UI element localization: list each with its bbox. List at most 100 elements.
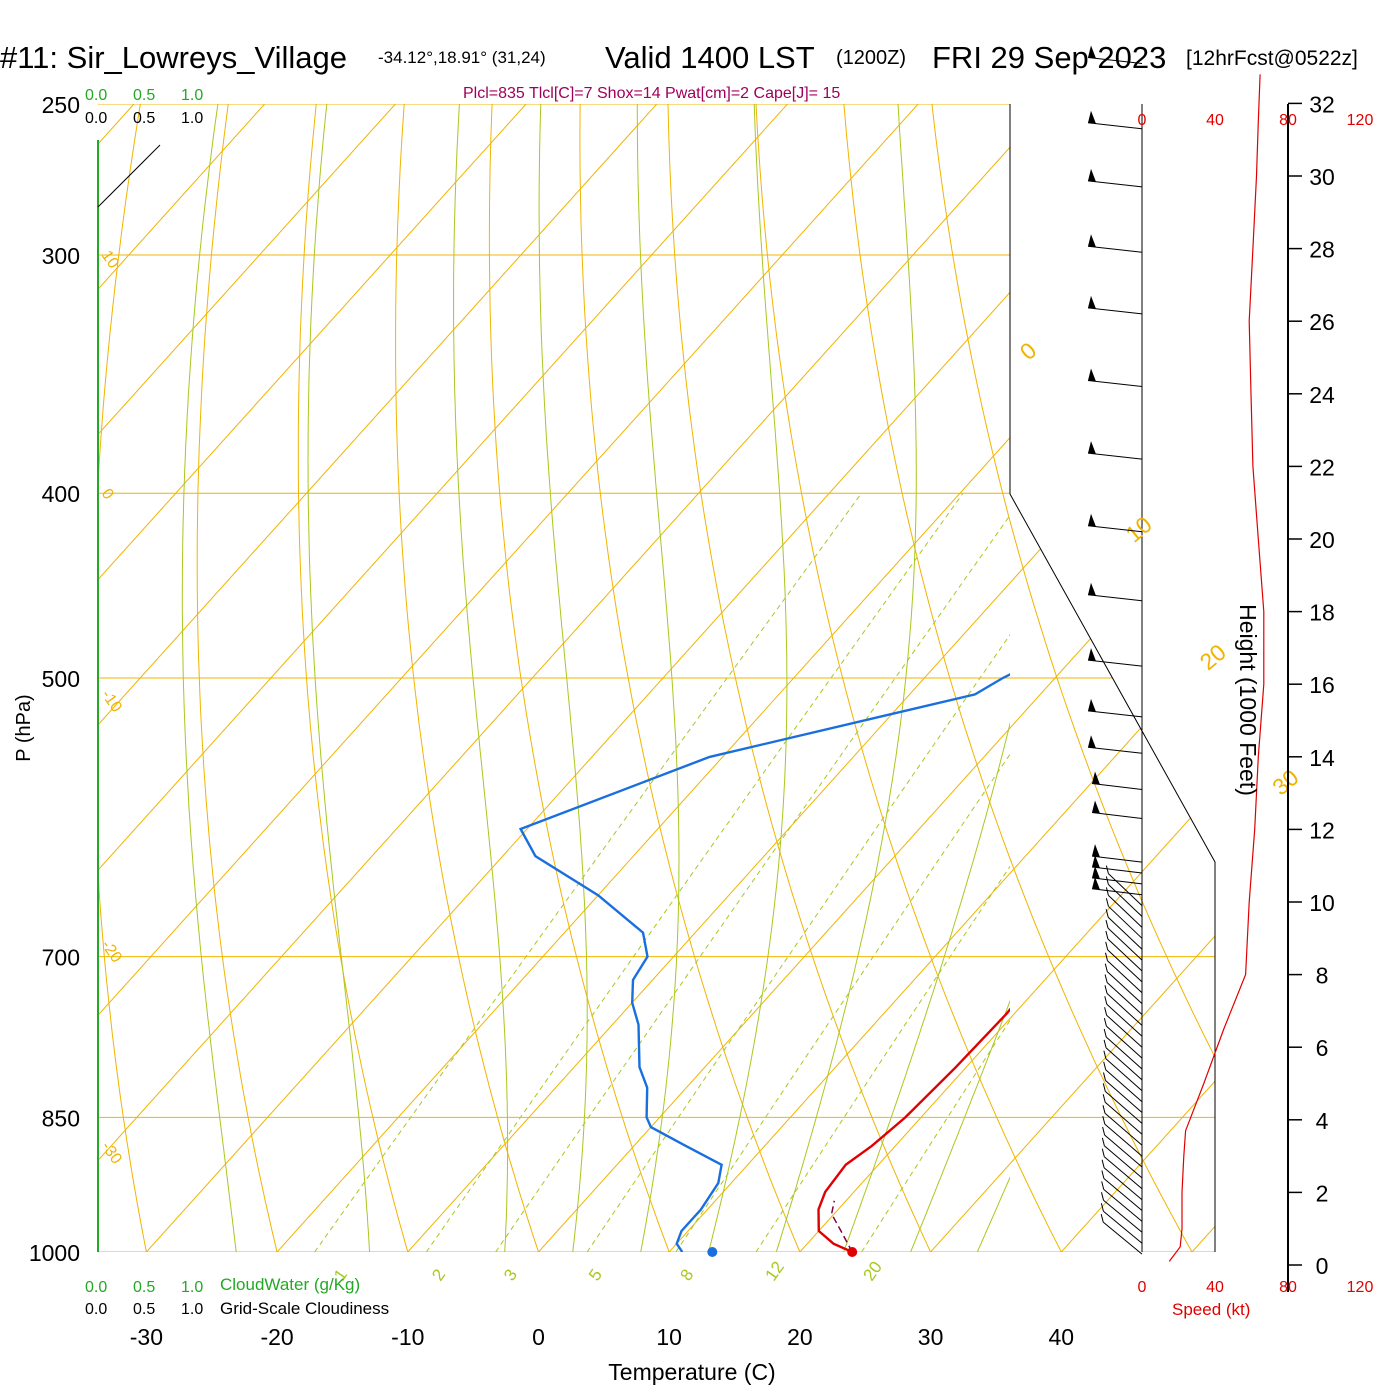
wind-barb-feather (1100, 1213, 1104, 1223)
station-title: #11: Sir_Lowreys_Village (0, 40, 347, 75)
wind-barb-feather (1102, 1083, 1106, 1092)
wind-barb-staff (1104, 1101, 1143, 1135)
temperature-tick-label: 0 (532, 1324, 545, 1350)
zulu-time: (1200Z) (836, 47, 906, 69)
wind-barb-feather (1101, 1137, 1105, 1147)
speed-tick-bottom-2: 80 (1279, 1279, 1297, 1296)
moist-adiabat-line (775, 104, 917, 1252)
cloudwater-tick-top-2: 1.0 (181, 87, 203, 104)
wind-barb-staff (1091, 877, 1143, 885)
wind-barb-flag (1092, 876, 1100, 890)
dry-adiabat-line (840, 104, 1215, 1252)
wind-barb-flag (1088, 45, 1096, 59)
wind-barb-staff (1103, 1167, 1143, 1201)
wind-barb-flag (1092, 771, 1100, 785)
pressure-tick-label: 300 (42, 243, 80, 269)
speed-tick-bottom-3: 120 (1347, 1279, 1374, 1296)
parcel-path (707, 1200, 858, 1257)
stability-indices: Plcl=835 Tlcl[C]=7 Shox=14 Pwat[cm]=2 Ca… (463, 85, 840, 102)
wind-barb-staff (1106, 971, 1143, 1004)
wind-barb-flag (1092, 844, 1100, 858)
isotherm-line (501, 104, 1215, 1252)
cloudwater-tick-bottom-1: 0.5 (133, 1279, 155, 1296)
wind-barb-staff (1105, 1047, 1143, 1081)
wind-barb-feather (1105, 865, 1109, 874)
wind-barb-staff (1106, 993, 1143, 1026)
moist-adiabat-line (708, 104, 788, 1252)
height-tick-label: 12 (1309, 817, 1335, 843)
cloudiness-tick-top-1: 0.5 (133, 110, 155, 127)
wind-barb-staff (1087, 659, 1143, 667)
cloudwater-tick-bottom-2: 1.0 (181, 1279, 203, 1296)
wind-barb-staff (1108, 895, 1143, 928)
wind-barb-feather (1105, 941, 1109, 951)
wind-barb-staff (1105, 1058, 1143, 1092)
cloudiness-tick-top-0: 0.0 (85, 110, 107, 127)
plot-right-boundary (1009, 104, 1216, 1252)
wind-barb-flag (1088, 513, 1096, 527)
wind-barb-staff (1105, 1069, 1143, 1103)
wind-barb-staff (1087, 245, 1143, 253)
wind-barb-feather (1100, 1203, 1104, 1212)
height-tick-label: 10 (1309, 890, 1335, 916)
wind-barb-flag (1088, 648, 1096, 662)
wind-barb-staff (1091, 866, 1143, 874)
wind-barb-feather (1105, 930, 1109, 940)
isotherm-line (98, 104, 427, 1252)
isotherm-line (98, 104, 1080, 1252)
wind-barb-staff (1106, 982, 1143, 1015)
wind-barb-staff (1108, 873, 1143, 906)
dry-adiabat-line (927, 104, 1215, 1252)
wind-barb-staff (1087, 594, 1143, 602)
dry-adiabat-line (395, 104, 553, 1252)
pressure-tick-label: 400 (42, 481, 80, 507)
cloudiness-tick-bottom-2: 1.0 (181, 1301, 203, 1318)
wind-barb-staff (1087, 452, 1143, 460)
pressure-tick-label: 500 (42, 666, 80, 692)
wind-barb-staff (1103, 1189, 1143, 1222)
wind-barb-staff (1103, 1210, 1143, 1244)
moist-adiabat-line (636, 104, 680, 1252)
wind-barb-staff (1087, 380, 1143, 387)
temperature-tick-label: 40 (1049, 1324, 1075, 1350)
wind-barb-feather (1105, 898, 1109, 907)
speed-tick-top-0: 0 (1138, 112, 1147, 129)
wind-barb-staff (1087, 307, 1143, 315)
wind-barb-flag (1088, 368, 1096, 382)
wind-barb-feather (1102, 1115, 1106, 1125)
dry-adiabat-line (667, 104, 951, 1252)
wind-barb-feather (1101, 1170, 1105, 1179)
forecast-info: [12hrFcst@0522z] (1186, 47, 1358, 70)
pressure-tick-label: 250 (42, 92, 80, 118)
wind-barb-staff (1105, 1036, 1143, 1070)
wind-barb-flag (1092, 865, 1100, 879)
wind-barb-flag (1088, 441, 1096, 455)
isotherm-line (371, 104, 1215, 1252)
wind-barb-staff (1103, 1178, 1143, 1211)
wind-barb-feather (1101, 1192, 1104, 1201)
wind-barb-flag (1088, 168, 1096, 182)
wind-barb-feather (1101, 1181, 1105, 1190)
temperature-tick-label: -20 (260, 1324, 293, 1350)
wind-barb-staff (1103, 1156, 1143, 1190)
cloudwater-tick-top-0: 0.0 (85, 87, 107, 104)
isotherm-lines (98, 104, 1215, 1252)
speed-label: Speed (kt) (1172, 1300, 1250, 1319)
x-axis-title: Temperature (C) (608, 1359, 775, 1385)
temperature-tick-label: -10 (391, 1324, 424, 1350)
height-tick-label: 22 (1309, 454, 1335, 480)
wind-barb-staff (1102, 1221, 1143, 1255)
moist-adiabat-line (976, 1176, 1010, 1252)
wind-barb-staff (1091, 888, 1143, 896)
height-tick-label: 0 (1316, 1253, 1329, 1279)
wind-barbs (1087, 45, 1143, 1255)
height-tick-label: 24 (1309, 382, 1335, 408)
isotherm-line (98, 104, 688, 1252)
wind-barb-feather (1102, 1126, 1106, 1136)
wind-barb-staff (1107, 938, 1143, 972)
height-tick-label: 30 (1309, 164, 1335, 190)
wind-barb-feather (1105, 876, 1109, 885)
valid-date: FRI 29 Sep 2023 (932, 40, 1166, 75)
